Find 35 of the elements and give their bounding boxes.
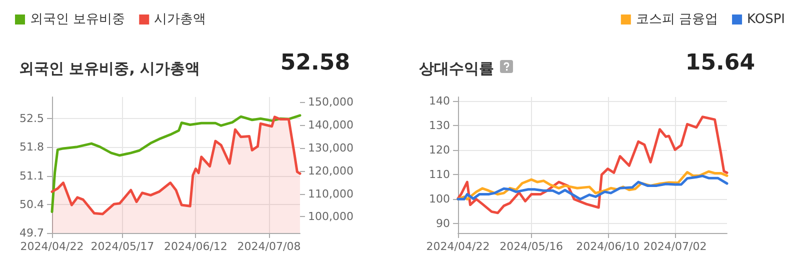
text: 52.58 xyxy=(280,50,350,76)
x-tick-label: 2024/06/10 xyxy=(576,240,640,253)
legend-label: KOSPI xyxy=(747,12,786,27)
x-tick-label: 2024/07/08 xyxy=(237,240,301,253)
x-tick-label: 2024/05/16 xyxy=(500,240,564,253)
x-tick-label: 2024/06/12 xyxy=(164,240,228,253)
y2-tick-label: 110,000 xyxy=(308,187,354,200)
y-tick-label: 90 xyxy=(436,217,450,230)
y-tick-label: 120 xyxy=(429,144,450,157)
y-tick-label: 100 xyxy=(429,192,450,206)
y2-tick-label: 120,000 xyxy=(308,164,354,178)
y-tick-label: 50.4 xyxy=(20,198,44,211)
chart-title: 상대수익률 xyxy=(419,60,494,78)
y2-tick-label: 150,000 xyxy=(308,96,354,109)
line-series xyxy=(456,116,728,214)
y-tick-label: 51.8 xyxy=(20,140,44,154)
legend-label: 외국인 보유비중 xyxy=(30,12,126,27)
y-tick-label: 130 xyxy=(429,119,450,132)
y-tick-label: 51.1 xyxy=(20,169,44,182)
y2-tick-label: 140,000 xyxy=(308,118,354,132)
y-tick-label: 49.7 xyxy=(20,226,44,240)
y2-tick-label: 130,000 xyxy=(308,141,354,154)
x-tick-label: 2024/04/22 xyxy=(426,240,490,253)
line-series xyxy=(50,114,302,214)
y-tick-label: 140 xyxy=(429,94,450,108)
x-tick-label: 2024/07/02 xyxy=(643,240,707,253)
chart-title: 외국인 보유비중, 시가총액 xyxy=(19,60,200,78)
y-tick-label: 52.5 xyxy=(20,112,44,126)
x-tick-label: 2024/05/17 xyxy=(90,240,154,253)
y2-tick-label: 100,000 xyxy=(308,210,354,224)
x-tick-label: 2024/04/22 xyxy=(20,240,84,253)
text: 15.64 xyxy=(685,50,756,76)
legend-label: 시가총액 xyxy=(154,12,206,27)
y-tick-label: 110 xyxy=(429,168,450,182)
legend-label: 코스피 금융업 xyxy=(636,12,718,27)
